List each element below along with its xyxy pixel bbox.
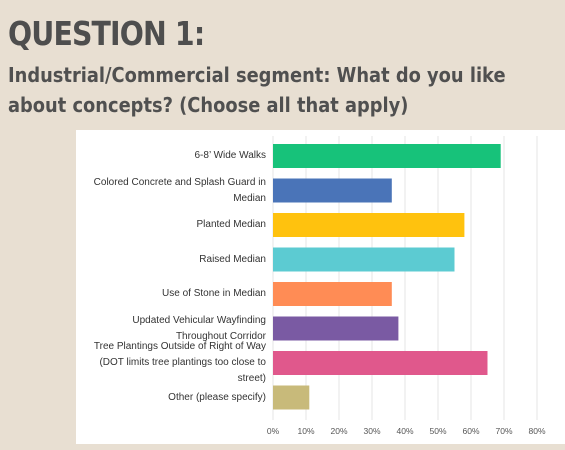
question-title: QUESTION 1: [8, 14, 205, 53]
category-label: Use of Stone in Median [162, 288, 266, 299]
category-label: 6-8’ Wide Walks [194, 150, 267, 161]
tick-label: 20% [330, 426, 348, 436]
bar [273, 178, 392, 203]
bar [273, 316, 399, 341]
category-label: Planted Median [196, 219, 267, 230]
category-label: Updated Vehicular Wayfinding Throughout … [132, 314, 266, 342]
bar-chart [272, 136, 538, 420]
tick-label: 60% [462, 426, 480, 436]
bars [273, 144, 501, 410]
bar [273, 247, 455, 272]
bar [273, 144, 501, 168]
question-subtitle: Industrial/Commercial segment: What do y… [8, 63, 506, 117]
tick-label: 30% [363, 426, 381, 436]
tick-label: 70% [495, 426, 513, 436]
tick-label: 80% [528, 426, 546, 436]
bar [273, 351, 488, 375]
category-label: Other (please specify) [168, 391, 266, 403]
tick-label: 50% [429, 426, 447, 436]
category-label: Tree Plantings Outside of Right of Way (… [93, 341, 266, 384]
bar [273, 282, 392, 306]
bar [273, 385, 310, 410]
chart-panel: 6-8’ Wide Walks Colored Concrete and Spla… [76, 130, 565, 444]
tick-label: 40% [396, 426, 414, 436]
tick-label: 0% [266, 426, 280, 436]
category-label: Raised Median [199, 253, 266, 265]
bar [273, 213, 465, 237]
tick-label: 10% [297, 426, 315, 436]
category-label: Colored Concrete and Splash Guard in Med… [93, 176, 266, 204]
